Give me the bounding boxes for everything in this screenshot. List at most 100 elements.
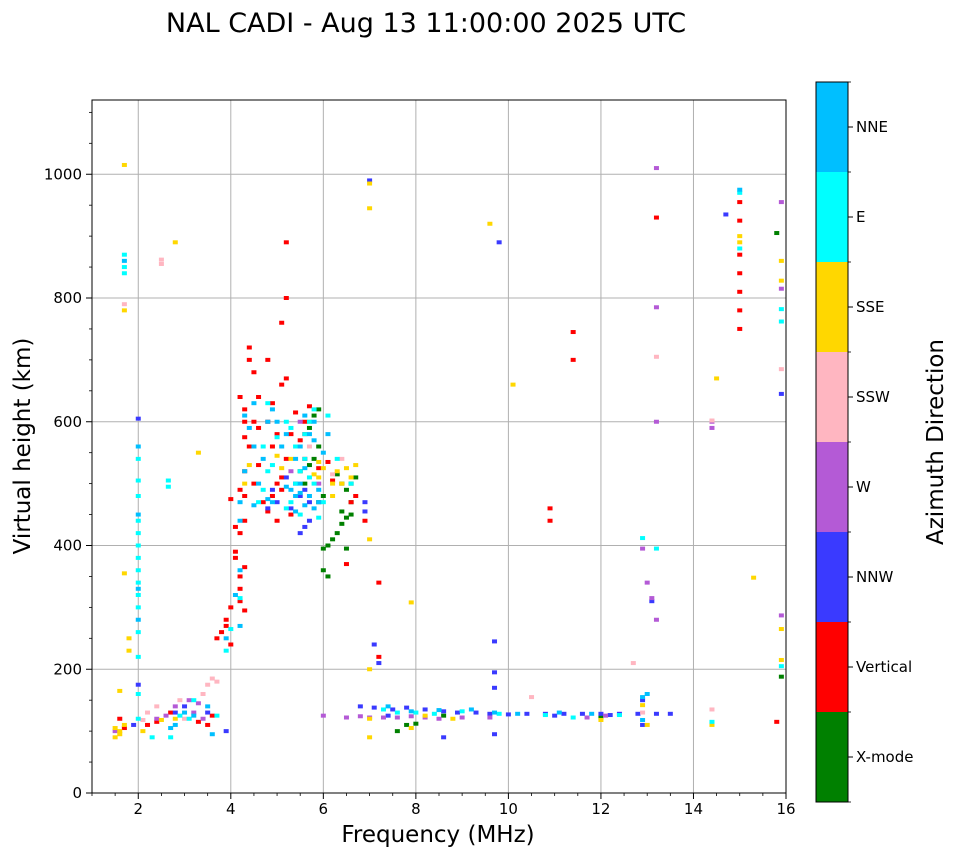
data-point xyxy=(177,713,183,718)
data-point xyxy=(172,704,178,709)
data-point xyxy=(778,657,784,662)
data-point xyxy=(635,711,641,716)
data-point xyxy=(135,580,141,585)
data-point xyxy=(306,494,312,498)
data-point xyxy=(302,432,308,437)
colorbar-tick-label: NNW xyxy=(856,568,893,586)
data-point xyxy=(778,664,784,669)
data-point xyxy=(649,596,655,601)
data-point xyxy=(223,617,229,622)
data-point xyxy=(422,713,428,718)
data-point xyxy=(450,716,456,721)
data-point xyxy=(274,419,280,424)
data-point xyxy=(357,704,363,709)
data-point xyxy=(165,478,171,483)
x-axis: 2 4 6 8 10 12 14 16 xyxy=(91,793,796,818)
data-point xyxy=(306,444,312,449)
data-point xyxy=(237,487,243,492)
data-point xyxy=(380,707,386,712)
data-point xyxy=(316,444,322,449)
data-point xyxy=(487,715,493,720)
data-point xyxy=(311,438,317,443)
data-point xyxy=(121,571,127,576)
data-point xyxy=(135,555,141,560)
data-point xyxy=(325,543,331,548)
data-point xyxy=(330,478,336,483)
data-point xyxy=(182,704,188,709)
data-point xyxy=(135,630,141,635)
data-point xyxy=(487,221,493,226)
data-point xyxy=(293,494,299,498)
data-point xyxy=(302,419,308,424)
colorbar-segment xyxy=(816,352,848,442)
colorbar-tick-label: NNE xyxy=(856,118,888,136)
data-point xyxy=(380,715,386,720)
data-point xyxy=(135,494,141,498)
data-point xyxy=(774,719,780,724)
data-point xyxy=(778,367,784,372)
data-point xyxy=(436,708,442,713)
data-point xyxy=(135,512,141,517)
data-point xyxy=(205,682,211,687)
data-point xyxy=(334,531,340,536)
data-point xyxy=(330,481,336,486)
data-point xyxy=(297,438,303,443)
data-point xyxy=(269,401,275,406)
data-point xyxy=(334,469,340,474)
colorbar-tick-label: Vertical xyxy=(856,658,912,676)
data-point xyxy=(135,716,141,721)
data-point xyxy=(640,722,646,727)
data-point xyxy=(348,512,354,517)
data-point xyxy=(640,698,646,703)
data-point xyxy=(279,382,285,387)
data-point xyxy=(709,425,715,430)
data-point xyxy=(260,500,266,505)
data-point xyxy=(653,215,659,220)
data-point xyxy=(408,714,414,719)
data-point xyxy=(367,178,373,183)
data-point xyxy=(302,413,308,418)
data-point xyxy=(306,518,312,523)
plot-area: 2 4 6 8 10 12 14 16 0 200 400 600 800 1000 xyxy=(44,99,796,818)
data-point xyxy=(237,599,243,604)
data-point xyxy=(140,729,146,734)
data-point xyxy=(168,726,174,731)
data-point xyxy=(320,713,326,718)
data-point xyxy=(260,444,266,449)
data-point xyxy=(274,500,280,505)
data-point xyxy=(552,713,558,718)
data-point xyxy=(214,636,220,641)
data-point xyxy=(496,711,502,716)
data-point xyxy=(237,518,243,523)
data-point xyxy=(644,692,650,696)
data-point xyxy=(154,716,160,721)
data-point xyxy=(311,481,317,486)
data-point xyxy=(265,509,271,514)
data-point xyxy=(274,481,280,486)
data-point xyxy=(570,357,576,362)
data-point xyxy=(274,432,280,437)
data-point xyxy=(316,407,322,412)
data-point xyxy=(288,425,294,430)
grid-lines xyxy=(92,100,787,794)
data-point xyxy=(279,466,285,471)
data-point xyxy=(320,500,326,505)
data-point xyxy=(353,475,359,480)
data-point xyxy=(279,320,285,325)
data-point xyxy=(158,717,164,722)
data-point xyxy=(413,710,419,715)
data-point xyxy=(325,574,331,579)
data-point xyxy=(492,639,498,644)
data-point xyxy=(288,469,294,474)
data-point xyxy=(172,710,178,715)
data-point xyxy=(269,487,275,492)
data-point xyxy=(603,713,609,718)
data-point xyxy=(404,722,410,727)
data-point xyxy=(343,515,349,520)
data-point xyxy=(371,705,377,710)
data-point xyxy=(311,472,317,477)
data-point xyxy=(367,716,373,721)
data-point xyxy=(195,450,201,455)
data-point xyxy=(251,419,257,424)
data-point xyxy=(371,642,377,647)
